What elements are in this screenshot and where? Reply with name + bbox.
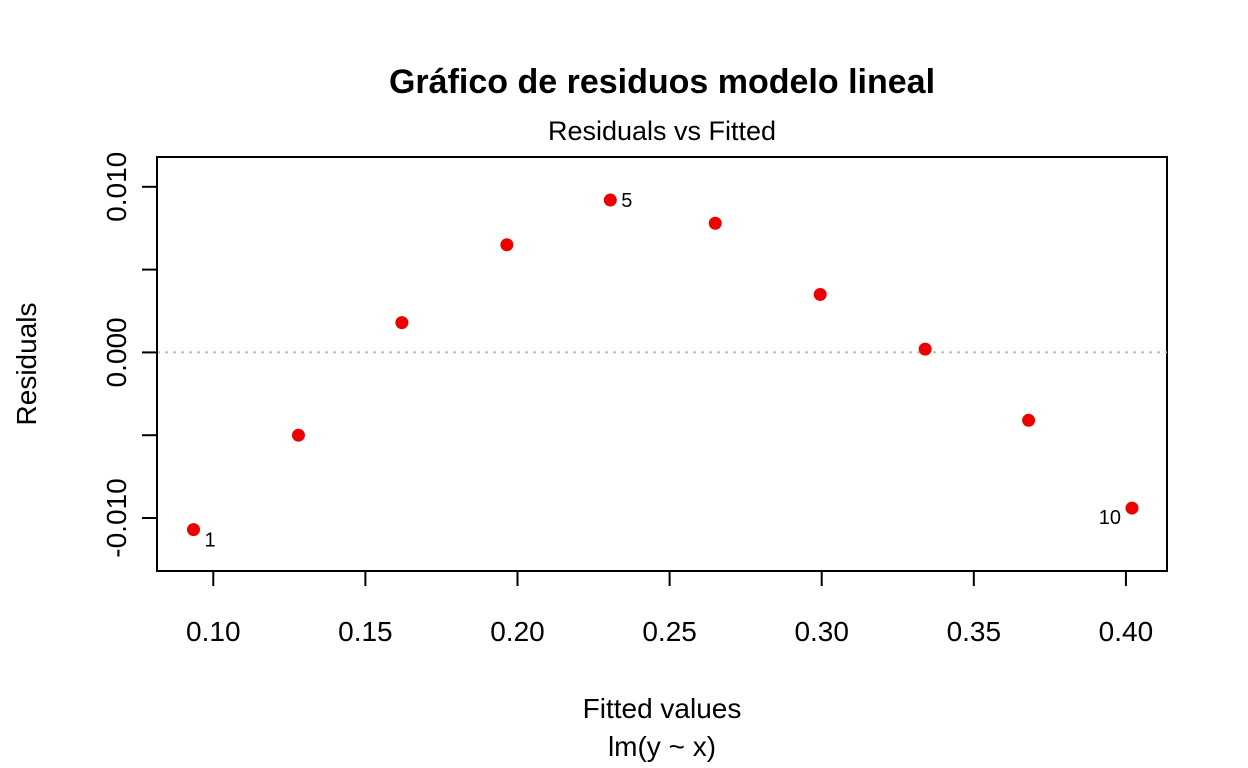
x-axis-model-label: lm(y ~ x) bbox=[608, 731, 716, 762]
chart-title: Gráfico de residuos modelo lineal bbox=[389, 63, 935, 101]
x-tick-label: 0.10 bbox=[186, 616, 241, 647]
data-point bbox=[500, 238, 514, 252]
y-axis-ticks: -0.010 0.000 0.010 bbox=[101, 152, 157, 558]
data-point bbox=[1125, 501, 1139, 515]
y-tick-label: 0.000 bbox=[101, 317, 132, 387]
data-point bbox=[813, 287, 827, 301]
point-id-label: 5 bbox=[621, 190, 632, 212]
data-points bbox=[187, 193, 1139, 537]
data-point bbox=[708, 216, 722, 230]
data-point bbox=[395, 316, 409, 330]
y-tick-label: 0.010 bbox=[101, 152, 132, 222]
x-tick-label: 0.35 bbox=[947, 616, 1002, 647]
data-point bbox=[603, 193, 617, 207]
data-point bbox=[187, 523, 201, 537]
y-tick-label: -0.010 bbox=[101, 478, 132, 557]
x-axis-label: Fitted values bbox=[583, 693, 742, 724]
x-tick-label: 0.15 bbox=[338, 616, 393, 647]
y-axis-label: Residuals bbox=[11, 303, 42, 426]
x-axis-ticks: 0.10 0.15 0.20 0.25 0.30 0.35 0.40 bbox=[186, 571, 1153, 647]
x-tick-label: 0.40 bbox=[1099, 616, 1154, 647]
x-tick-label: 0.20 bbox=[490, 616, 545, 647]
chart-subtitle: Residuals vs Fitted bbox=[548, 116, 776, 146]
plot-frame bbox=[156, 156, 1168, 572]
x-tick-label: 0.30 bbox=[794, 616, 849, 647]
data-point bbox=[291, 428, 305, 442]
x-tick-label: 0.25 bbox=[642, 616, 697, 647]
point-id-label: 10 bbox=[1099, 507, 1121, 529]
data-point bbox=[918, 342, 932, 356]
data-point bbox=[1022, 413, 1036, 427]
point-id-label: 1 bbox=[205, 530, 216, 552]
